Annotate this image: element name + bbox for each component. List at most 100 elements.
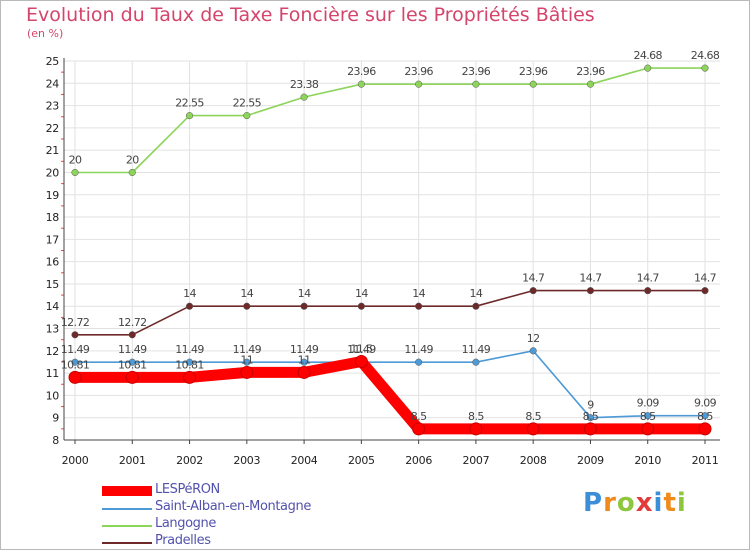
data-label: 14.7 <box>637 272 660 285</box>
y-tick-label: 19 <box>46 189 60 202</box>
data-label: 8.5 <box>583 410 599 423</box>
data-label: 8.5 <box>411 410 427 423</box>
data-point <box>128 358 136 366</box>
x-tick-label: 2000 <box>62 454 89 467</box>
logo-letter: t <box>663 488 677 518</box>
data-label: 11.49 <box>462 343 491 356</box>
data-point <box>185 302 194 310</box>
y-tick-label: 20 <box>46 166 60 179</box>
logo-letter: i <box>676 488 687 518</box>
y-tick-label: 18 <box>46 211 60 224</box>
data-label: 14 <box>412 287 425 300</box>
logo-letter: i <box>653 488 664 518</box>
data-label: 10.81 <box>118 358 147 371</box>
data-label: 8.5 <box>468 410 484 423</box>
y-tick-labels: 8 9 10 11 12 13 14 15 16 17 18 19 20 21 22 23 24 25 <box>46 55 60 447</box>
series-lines <box>69 67 711 435</box>
data-point <box>240 365 254 379</box>
x-tick-label: 2005 <box>348 454 375 467</box>
data-point <box>586 414 595 422</box>
data-label: 9.09 <box>637 397 660 410</box>
data-label: 23.96 <box>576 65 605 78</box>
data-label: 11.49 <box>290 343 319 356</box>
data-point <box>472 80 480 88</box>
y-tick-label: 23 <box>46 100 60 113</box>
logo-letter: P <box>583 488 604 518</box>
data-point <box>185 358 194 366</box>
y-tick-label: 22 <box>46 122 59 135</box>
data-point <box>71 168 79 177</box>
x-tick-label: 2003 <box>233 454 260 467</box>
data-point <box>586 287 595 295</box>
y-tick-label: 21 <box>46 144 59 157</box>
data-point <box>300 302 308 310</box>
x-tick-label: 2010 <box>634 454 661 467</box>
data-point <box>641 422 655 436</box>
data-label: 14 <box>470 287 483 300</box>
data-label: 11.5 <box>350 343 373 356</box>
y-tick-label: 8 <box>52 434 59 447</box>
data-label: 23.38 <box>290 78 319 91</box>
legend-swatch <box>102 486 152 496</box>
y-tick-label: 13 <box>46 323 60 336</box>
data-point <box>529 347 537 355</box>
data-label: 14 <box>355 287 368 300</box>
data-label: 11.49 <box>118 343 147 356</box>
y-tick-label: 12 <box>46 345 59 358</box>
data-point <box>357 80 365 88</box>
data-point <box>529 80 537 88</box>
y-tick-label: 17 <box>46 233 60 246</box>
data-label: 14 <box>240 287 253 300</box>
x-tick-labels: 2000 2001 2002 2003 2004 2005 2006 2007 2008 2009… <box>62 454 719 467</box>
data-point <box>128 331 136 339</box>
grid-lines <box>64 60 720 441</box>
data-label: 8.5 <box>697 410 713 423</box>
data-point <box>644 412 652 420</box>
y-tick-label: 15 <box>46 278 60 291</box>
data-point <box>243 358 251 366</box>
data-point <box>644 287 652 295</box>
y-tick-label: 24 <box>46 77 60 90</box>
data-label: 24.68 <box>633 49 662 62</box>
legend-label: Saint-Alban-en-Montagne <box>155 499 311 514</box>
x-tick-label: 2011 <box>692 454 719 467</box>
data-point <box>300 93 308 101</box>
data-point <box>125 370 139 384</box>
logo-letter: x <box>635 488 654 518</box>
data-labels: 20 20 22.55 22.55 23.38 23.96 23.96 23.96 23.96 2… <box>61 49 721 423</box>
data-point <box>185 112 194 120</box>
data-point <box>71 331 79 339</box>
x-tick-label: 2007 <box>463 454 490 467</box>
data-point <box>701 412 709 420</box>
data-point <box>183 370 197 384</box>
data-label: 23.96 <box>404 65 433 78</box>
data-point <box>415 80 423 88</box>
data-point <box>469 422 483 436</box>
y-tick-label: 25 <box>46 55 60 68</box>
data-point <box>357 302 365 310</box>
data-point <box>243 302 251 310</box>
x-tick-label: 2006 <box>405 454 432 467</box>
data-point <box>412 422 426 436</box>
data-label: 8.5 <box>525 410 541 423</box>
data-point <box>128 168 136 177</box>
data-label: 24.68 <box>691 49 720 62</box>
data-label: 9 <box>587 399 594 412</box>
data-point <box>526 422 540 436</box>
data-label: 11.49 <box>175 343 204 356</box>
data-label: 12.72 <box>118 316 147 329</box>
legend-label: LESPéRON <box>155 482 220 497</box>
data-point <box>71 358 79 366</box>
series-line-1 <box>74 350 706 419</box>
data-label: 14.7 <box>522 272 545 285</box>
y-tick-label: 14 <box>46 300 60 313</box>
series-line-3 <box>74 289 706 336</box>
data-label: 12.72 <box>61 316 90 329</box>
data-point <box>297 365 311 379</box>
proxiti-logo: Proxiti <box>583 488 687 518</box>
data-label: 12 <box>527 332 540 345</box>
data-label: 11 <box>298 353 311 366</box>
x-tick-label: 2002 <box>176 454 203 467</box>
